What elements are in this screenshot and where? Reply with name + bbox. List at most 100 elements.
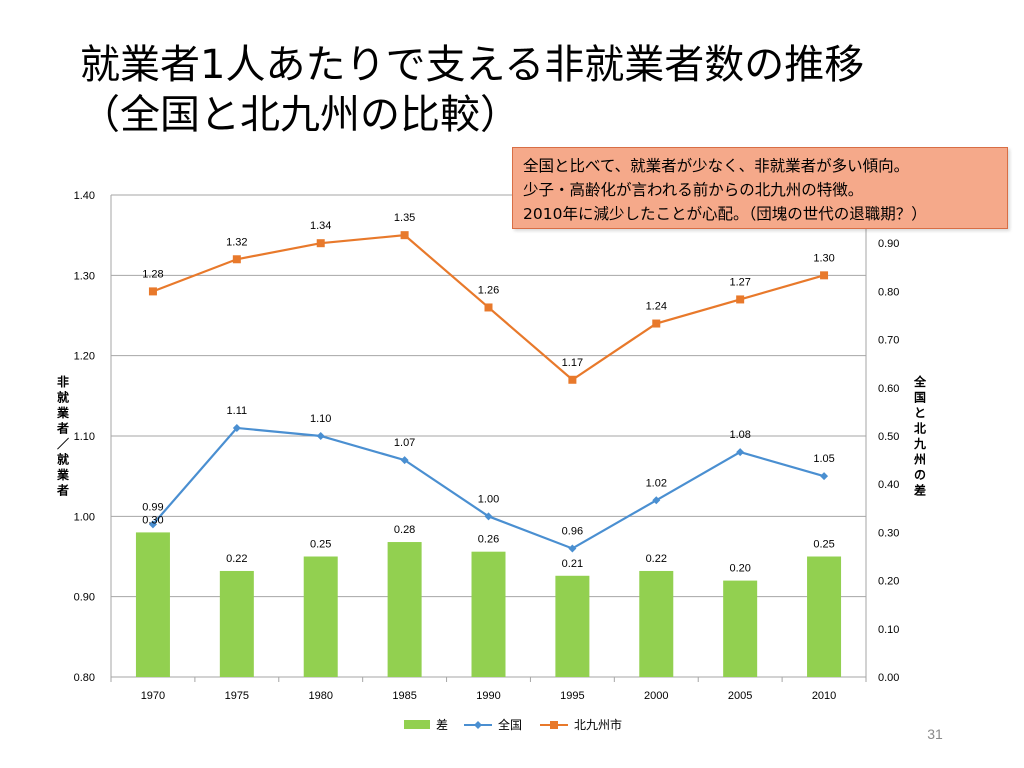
kitakyushu-data-label: 1.17: [562, 357, 583, 369]
marker-kitakyushu: [820, 271, 829, 280]
data-labels: 0.30 0.22 0.25 0.28 0.26 0.21 0.22 0.20 0.25 0.99…: [142, 212, 835, 574]
kitakyushu-data-label: 1.35: [394, 212, 415, 224]
kitakyushu-data-label: 1.27: [729, 276, 750, 288]
legend-marker-national: [474, 721, 482, 729]
annotation-line-1: 全国と比べて、就業者が少なく、非就業者が多い傾向。: [523, 157, 910, 175]
legend-label-national: 全国: [498, 717, 522, 732]
y-left-tick-label: 0.90: [74, 592, 95, 604]
marker-kitakyushu: [148, 287, 157, 296]
x-tick-label: 2000: [644, 690, 668, 702]
bar-diff: [639, 570, 674, 677]
legend-label-kitakyushu: 北九州市: [574, 717, 622, 732]
national-data-label: 1.08: [729, 429, 750, 441]
y-right-tick-label: 0.30: [878, 527, 899, 539]
national-data-label: 1.02: [646, 477, 667, 489]
marker-national: [400, 456, 409, 465]
bar-data-label: 0.30: [142, 514, 163, 526]
kitakyushu-data-label: 1.30: [813, 252, 834, 264]
kitakyushu-data-label: 1.32: [226, 236, 247, 248]
axes: 0.80 0.90 1.00 1.10 1.20 1.30 1.40 0.00 0.10 0.20…: [74, 190, 900, 702]
marker-kitakyushu: [400, 231, 409, 240]
marker-national: [652, 496, 661, 505]
marker-national: [736, 448, 745, 457]
legend-marker-kitakyushu: [550, 721, 558, 729]
kitakyushu-data-label: 1.24: [646, 301, 667, 313]
series-line-national: [152, 426, 825, 550]
y-right-tick-label: 0.70: [878, 335, 899, 347]
bar-diff: [135, 532, 170, 677]
bar-data-label: 0.28: [394, 524, 415, 536]
marker-kitakyushu: [568, 375, 577, 384]
page-number: 31: [927, 726, 943, 742]
legend-swatch-diff: [404, 720, 430, 729]
bar-data-label: 0.26: [478, 534, 499, 546]
bar-data-label: 0.20: [729, 563, 750, 575]
bar-diff: [555, 575, 590, 677]
marker-national: [148, 520, 157, 529]
kitakyushu-data-label: 1.28: [142, 268, 163, 280]
title-line-2: （全国と北九州の比較）: [80, 92, 520, 138]
bar-diff: [807, 556, 842, 677]
x-tick-label: 1995: [560, 690, 584, 702]
legend: 差 全国 北九州市: [404, 717, 622, 732]
y-right-tick-label: 0.20: [878, 576, 899, 588]
annotation-line-2: 少子・高齢化が言われる前からの北九州の特徴。: [523, 181, 864, 199]
y-left-tick-label: 1.40: [74, 190, 95, 202]
national-data-label: 1.11: [227, 405, 248, 417]
marker-kitakyushu: [652, 319, 661, 328]
marker-kitakyushu: [736, 295, 745, 304]
y-left-tick-label: 0.80: [74, 672, 95, 684]
x-tick-label: 1985: [392, 690, 416, 702]
marker-kitakyushu: [232, 255, 241, 264]
title-line-1: 就業者1人あたりで支える非就業者数の推移: [80, 42, 865, 88]
x-tick-label: 1980: [308, 690, 332, 702]
y-right-axis-title: 全国と北九州の差: [913, 374, 927, 498]
legend-label-diff: 差: [436, 718, 448, 732]
bar-diff: [303, 556, 338, 677]
y-left-axis-title: 非就業者／就業者: [56, 374, 70, 498]
x-tick-label: 2005: [728, 690, 752, 702]
x-tick-label: 1975: [225, 690, 249, 702]
marker-national: [568, 544, 577, 553]
bar-series-diff: [135, 532, 842, 677]
y-left-tick-label: 1.20: [74, 351, 95, 363]
annotation-box: 全国と比べて、就業者が少なく、非就業者が多い傾向。 少子・高齢化が言われる前から…: [512, 147, 1008, 229]
national-data-label: 1.07: [394, 437, 415, 449]
annotation-line-3: 2010年に減少したことが心配。（団塊の世代の退職期？）: [523, 205, 927, 223]
marker-kitakyushu: [484, 303, 493, 312]
bar-data-label: 0.21: [562, 558, 583, 570]
bar-diff: [387, 542, 422, 677]
marker-national: [484, 512, 493, 521]
line-series: [148, 231, 829, 553]
bar-data-label: 0.25: [310, 539, 331, 551]
bar-data-label: 0.22: [646, 553, 667, 565]
bar-diff: [219, 570, 254, 677]
marker-national: [232, 423, 241, 432]
national-data-label: 0.96: [562, 525, 583, 537]
marker-national: [820, 472, 829, 481]
marker-national: [316, 432, 325, 440]
axis-titles: 非就業者／就業者 全国と北九州の差: [56, 374, 927, 498]
y-right-tick-label: 0.60: [878, 383, 899, 395]
y-right-tick-label: 0.40: [878, 479, 899, 491]
bar-data-label: 0.25: [813, 539, 834, 551]
bar-diff: [471, 551, 506, 677]
national-data-label: 1.10: [310, 413, 331, 425]
x-tick-label: 1990: [476, 690, 500, 702]
y-left-tick-label: 1.00: [74, 511, 95, 523]
y-right-tick-label: 0.80: [878, 286, 899, 298]
kitakyushu-data-label: 1.26: [478, 284, 499, 296]
x-tick-label: 2010: [812, 690, 836, 702]
y-left-tick-label: 1.30: [74, 270, 95, 282]
national-data-label: 0.99: [142, 501, 163, 513]
y-right-tick-label: 0.50: [878, 431, 899, 443]
kitakyushu-data-label: 1.34: [310, 220, 331, 232]
bar-data-label: 0.22: [226, 553, 247, 565]
marker-kitakyushu: [316, 239, 325, 248]
y-left-tick-label: 1.10: [74, 431, 95, 443]
y-right-tick-label: 0.10: [878, 624, 899, 636]
national-data-label: 1.00: [478, 493, 499, 505]
x-tick-label: 1970: [141, 690, 165, 702]
y-right-tick-label: 0.90: [878, 238, 899, 250]
